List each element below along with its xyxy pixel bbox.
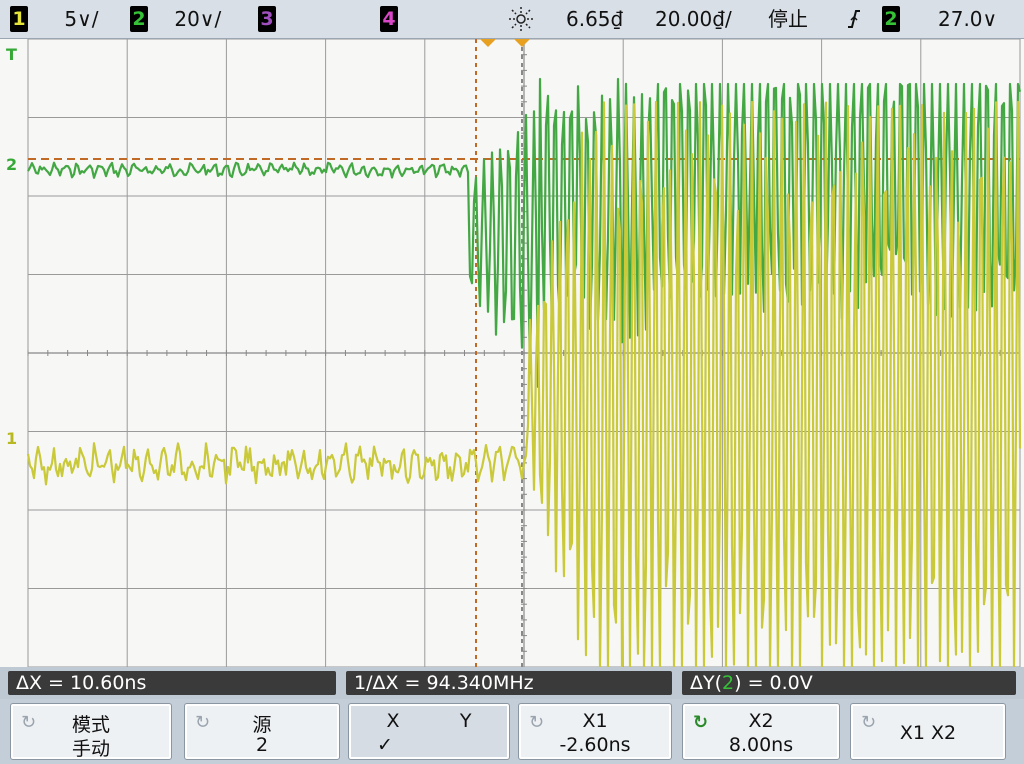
inv-delta-x-readout: 1/ΔX = 94.340MHz xyxy=(346,671,672,695)
ch2-indicator[interactable]: 2 20∨/ xyxy=(130,0,221,38)
ch3-indicator[interactable]: 3 xyxy=(258,0,276,38)
xy-label: X Y xyxy=(386,710,472,732)
delta-y-suffix: ) = 0.0V xyxy=(734,672,813,694)
cursor-x1-marker[interactable] xyxy=(480,39,496,47)
waveform-canvas xyxy=(26,39,1022,667)
trigger-source[interactable]: 2 xyxy=(882,0,900,38)
waveform-display[interactable]: T 2 1 xyxy=(0,39,1024,667)
rotate-knob-icon: ↻ xyxy=(529,712,545,733)
trigger-marker: T xyxy=(6,45,17,64)
xy-softkey[interactable]: X Y ✓ xyxy=(348,703,510,760)
mode-softkey[interactable]: ↻ 模式 手动 xyxy=(10,703,172,760)
ch2-badge: 2 xyxy=(130,6,148,32)
measurement-bar: ΔX = 10.60ns 1/ΔX = 94.340MHz ΔY(2) = 0.… xyxy=(0,667,1024,699)
delta-y-prefix: ΔY( xyxy=(690,672,723,694)
timebase-scale[interactable]: 20.00₫/ xyxy=(655,7,732,31)
rotate-knob-icon: ↻ xyxy=(195,712,211,733)
ch4-badge: 4 xyxy=(380,6,398,32)
mode-value: 手动 xyxy=(71,738,110,760)
rising-edge-trigger-icon xyxy=(846,0,862,38)
delta-y-channel: 2 xyxy=(722,672,735,694)
cursor-x2-marker[interactable] xyxy=(514,39,530,47)
x1-value: -2.60ns xyxy=(559,734,631,756)
delta-y-readout: ΔY(2) = 0.0V xyxy=(682,671,1016,695)
x2-softkey[interactable]: ↻ X2 8.00ns xyxy=(682,703,840,760)
ch4-indicator[interactable]: 4 xyxy=(380,0,398,38)
delta-x-readout: ΔX = 10.60ns xyxy=(8,671,336,695)
x1-softkey[interactable]: ↻ X1 -2.60ns xyxy=(518,703,672,760)
rotate-knob-icon: ↻ xyxy=(861,712,877,733)
source-softkey[interactable]: ↻ 源 2 xyxy=(184,703,340,760)
ch1-ground-marker: 1 xyxy=(6,429,18,448)
ch2-scale: 20∨/ xyxy=(174,7,222,31)
status-bar: 1 5∨/ 2 20∨/ 3 4 6.65₫ 20.00₫/ 停止 2 27 xyxy=(0,0,1024,39)
source-value: 2 xyxy=(255,734,269,756)
x1-label: X1 xyxy=(582,710,608,732)
rotate-knob-active-icon: ↻ xyxy=(693,712,709,733)
sun-acquire-icon xyxy=(508,0,534,38)
run-state: 停止 xyxy=(768,7,808,31)
ch1-waveform xyxy=(26,100,1022,667)
ch2-ground-marker: 2 xyxy=(6,155,18,174)
mode-label: 模式 xyxy=(71,714,110,736)
x2-label: X2 xyxy=(748,710,774,732)
source-label: 源 xyxy=(252,714,272,736)
x1x2-softkey[interactable]: ↻ X1 X2 xyxy=(850,703,1006,760)
trigger-source-badge: 2 xyxy=(882,6,900,32)
checkmark-icon: ✓ xyxy=(377,734,393,756)
trigger-level[interactable]: 27.0∨ xyxy=(938,7,998,31)
ch2-waveform xyxy=(27,77,1022,388)
sample-rate: 6.65₫ xyxy=(566,7,624,31)
softkey-row: ↻ 模式 手动 ↻ 源 2 X Y ✓ ↻ X1 -2.60ns ↻ X2 8.… xyxy=(0,699,1024,764)
ch1-badge: 1 xyxy=(10,6,28,32)
ch1-indicator[interactable]: 1 5∨/ xyxy=(10,0,98,38)
ch1-scale: 5∨/ xyxy=(64,7,99,31)
x1x2-label: X1 X2 xyxy=(899,722,957,744)
cursor-x-markers xyxy=(480,39,530,47)
rotate-knob-icon: ↻ xyxy=(21,712,37,733)
x2-value: 8.00ns xyxy=(728,734,794,756)
ch3-badge: 3 xyxy=(258,6,276,32)
